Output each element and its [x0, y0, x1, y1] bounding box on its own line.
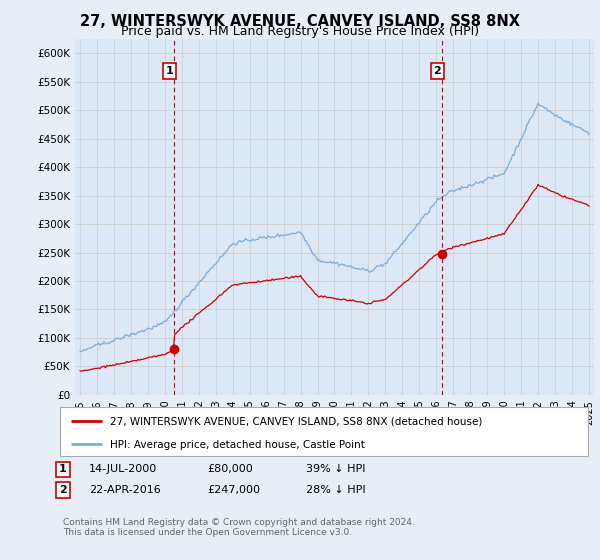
Text: 22-APR-2016: 22-APR-2016: [89, 485, 161, 495]
Text: Contains HM Land Registry data © Crown copyright and database right 2024.
This d: Contains HM Land Registry data © Crown c…: [63, 518, 415, 538]
Text: 1: 1: [59, 464, 67, 474]
Text: £80,000: £80,000: [207, 464, 253, 474]
Text: 27, WINTERSWYK AVENUE, CANVEY ISLAND, SS8 8NX: 27, WINTERSWYK AVENUE, CANVEY ISLAND, SS…: [80, 14, 520, 29]
Text: 39% ↓ HPI: 39% ↓ HPI: [306, 464, 365, 474]
Text: HPI: Average price, detached house, Castle Point: HPI: Average price, detached house, Cast…: [110, 440, 365, 450]
Text: 28% ↓ HPI: 28% ↓ HPI: [306, 485, 365, 495]
Text: 14-JUL-2000: 14-JUL-2000: [89, 464, 157, 474]
Text: £247,000: £247,000: [207, 485, 260, 495]
Text: Price paid vs. HM Land Registry's House Price Index (HPI): Price paid vs. HM Land Registry's House …: [121, 25, 479, 38]
Text: 27, WINTERSWYK AVENUE, CANVEY ISLAND, SS8 8NX (detached house): 27, WINTERSWYK AVENUE, CANVEY ISLAND, SS…: [110, 417, 482, 427]
Text: 1: 1: [166, 66, 173, 76]
Text: 2: 2: [433, 66, 441, 76]
Text: 2: 2: [59, 485, 67, 495]
